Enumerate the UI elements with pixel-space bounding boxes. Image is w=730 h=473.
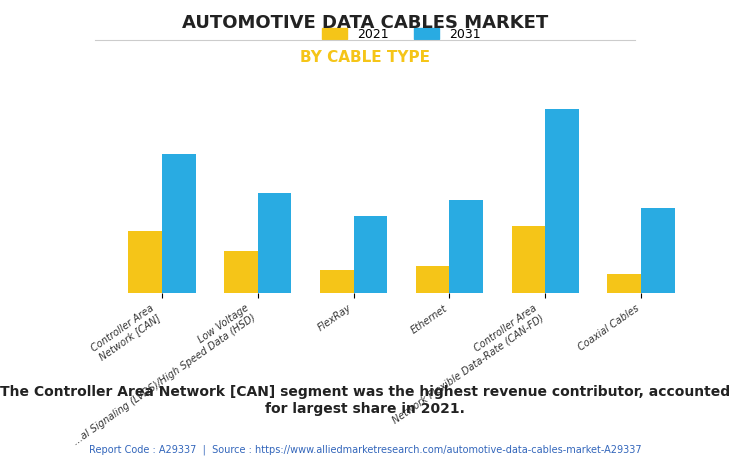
Bar (320, 270, 353, 293)
Bar (224, 251, 258, 293)
Bar (416, 266, 450, 293)
Text: Report Code : A29337  |  Source : https://www.alliedmarketresearch.com/automotiv: Report Code : A29337 | Source : https://… (88, 445, 642, 455)
Text: The Controller Area Network [CAN] segment was the highest revenue contributor, a: The Controller Area Network [CAN] segmen… (0, 385, 730, 416)
Legend: 2021, 2031: 2021, 2031 (318, 23, 485, 46)
Bar (353, 216, 387, 293)
Bar (512, 226, 545, 293)
Bar (545, 109, 579, 293)
Bar (607, 274, 641, 293)
Bar (128, 231, 162, 293)
Text: BY CABLE TYPE: BY CABLE TYPE (300, 50, 430, 65)
Bar (162, 154, 196, 293)
Bar (641, 208, 675, 293)
Text: AUTOMOTIVE DATA CABLES MARKET: AUTOMOTIVE DATA CABLES MARKET (182, 14, 548, 32)
Bar (450, 201, 483, 293)
Bar (258, 193, 291, 293)
